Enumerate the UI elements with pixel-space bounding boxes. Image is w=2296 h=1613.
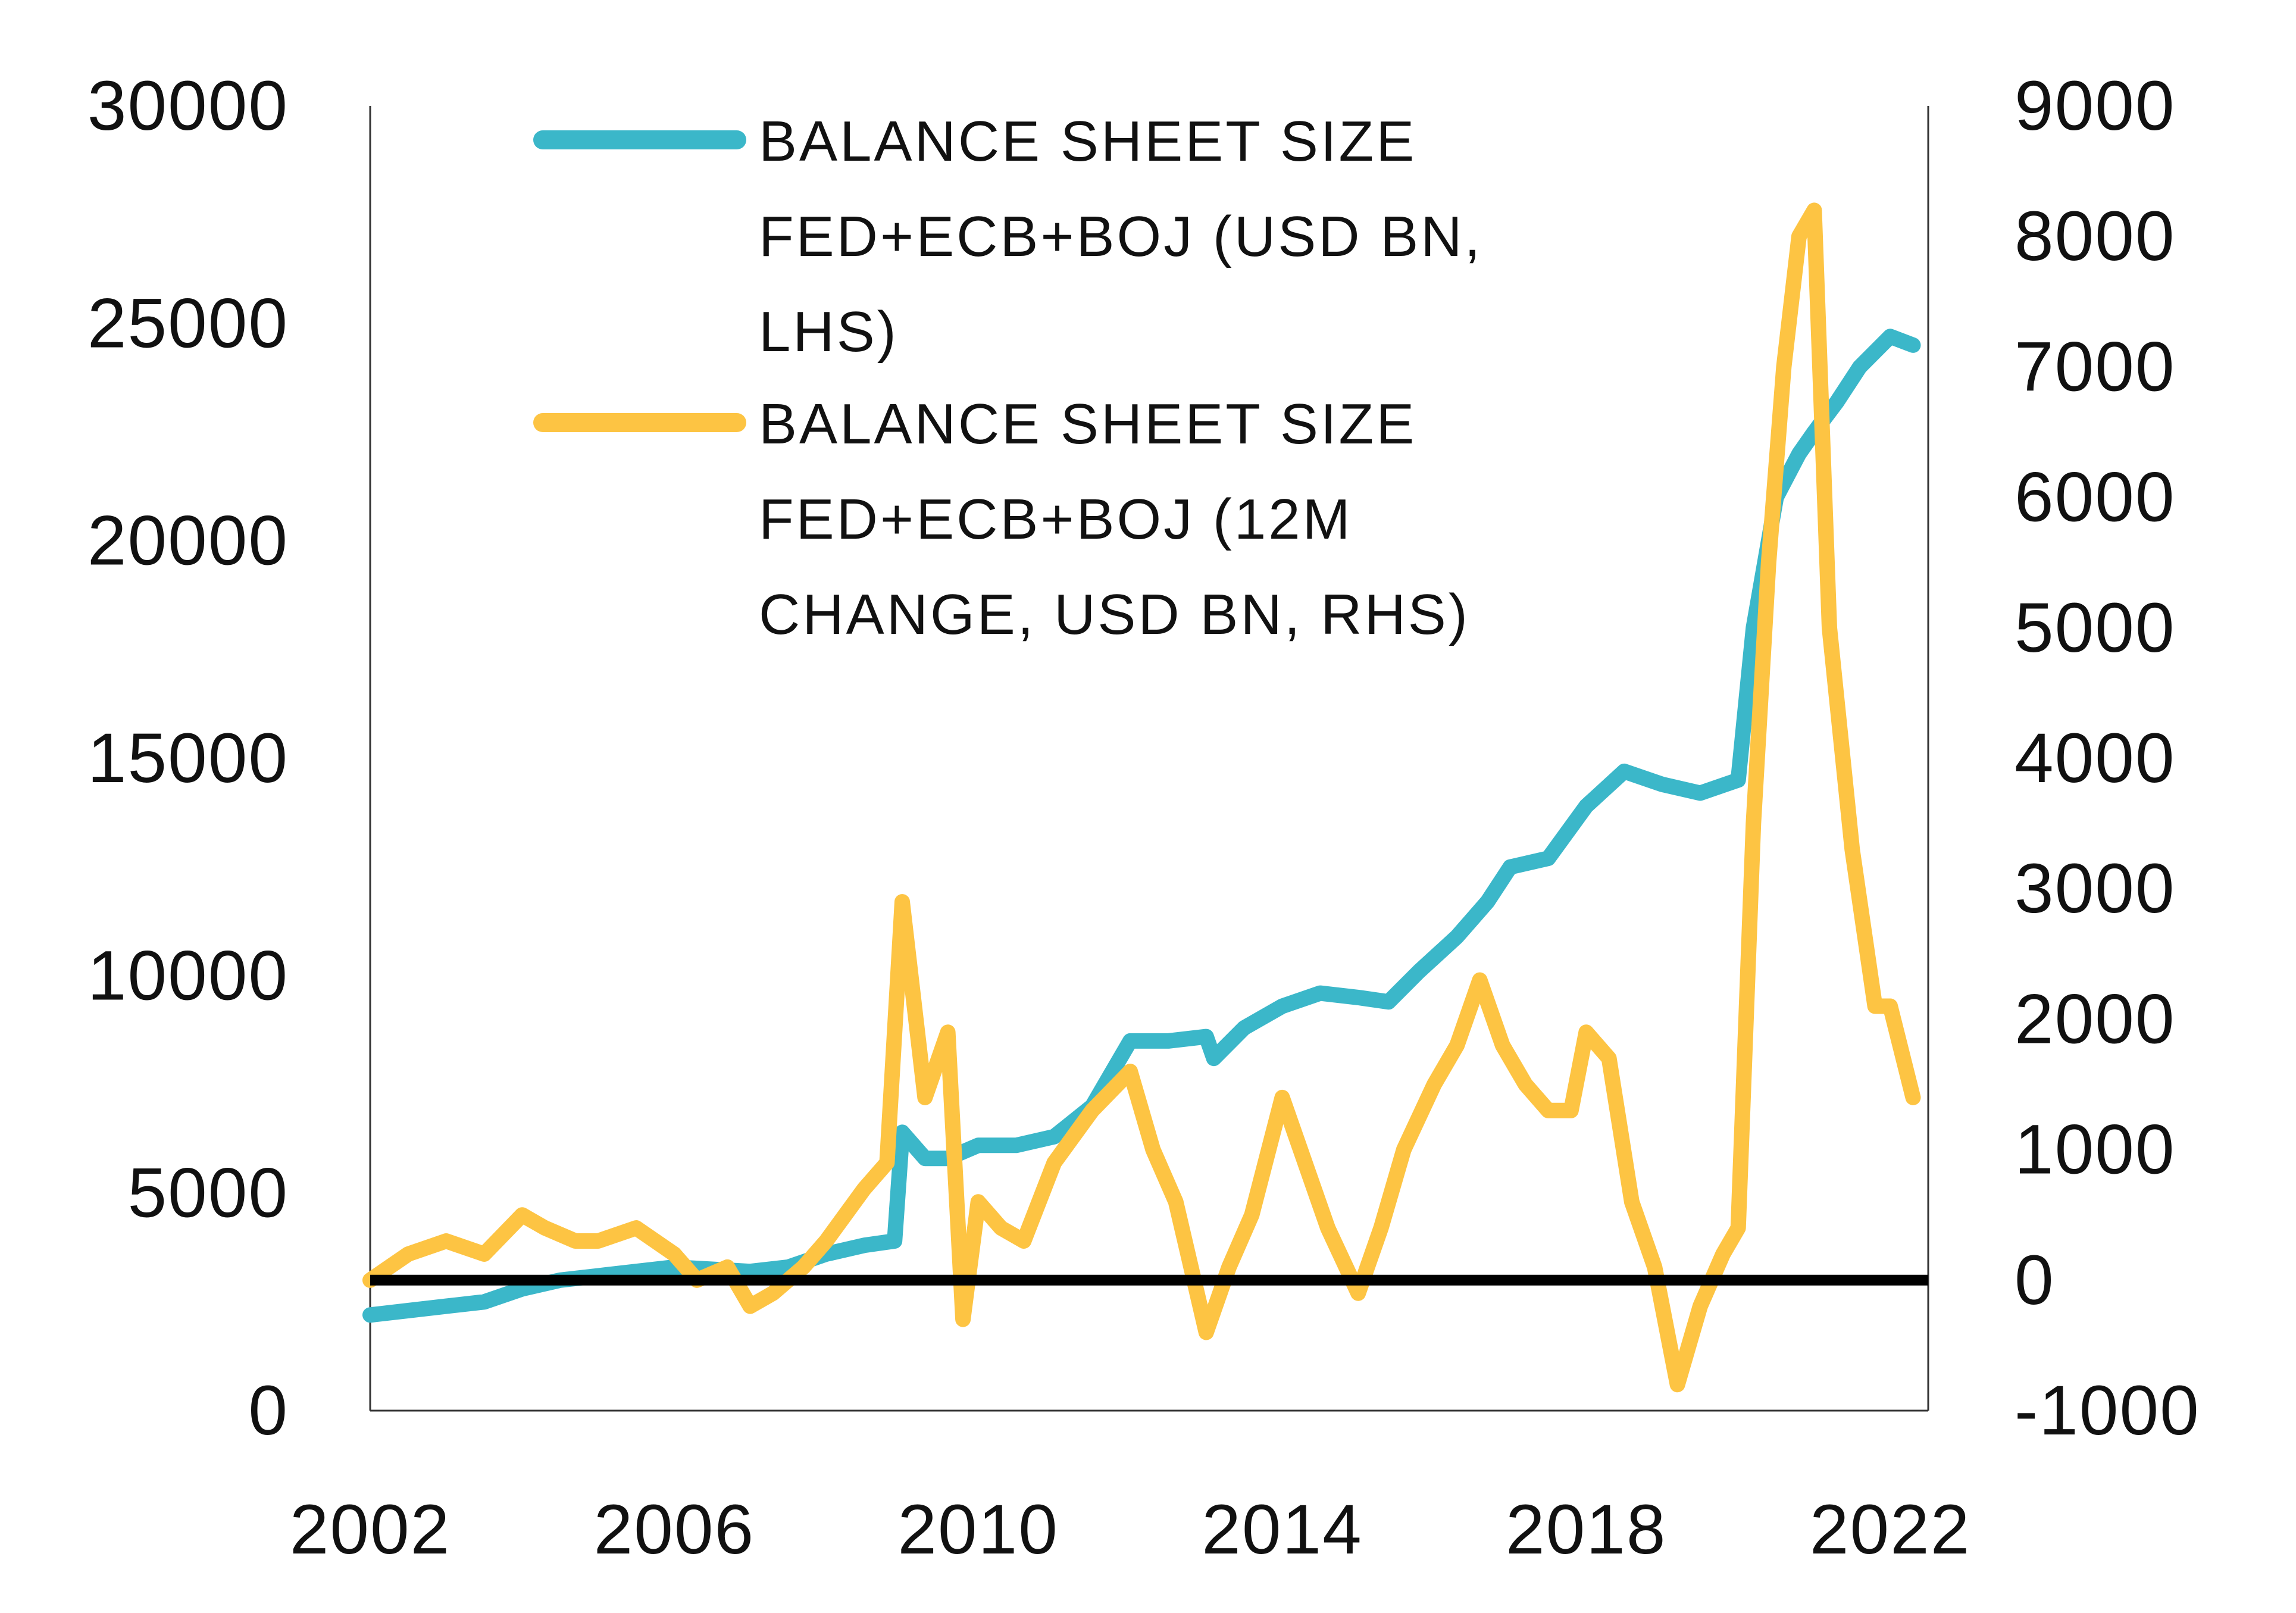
legend-label: FED+ECB+BOJ (12M	[759, 487, 1353, 551]
right-y-tick-labels: -1000 0 1000 2000 3000 4000 5000 6000 7000 8000 90…	[2015, 67, 2200, 1450]
right-y-tick-label: 5000	[2015, 589, 2176, 667]
balance-sheet-change-line	[362, 202, 1921, 1393]
right-y-tick-label: 3000	[2015, 849, 2176, 928]
axes-group	[369, 106, 1929, 1412]
series-layer	[362, 202, 1921, 1393]
left-y-tick-label: 15000	[87, 719, 289, 798]
right-y-tick-label: 7000	[2015, 327, 2176, 406]
left-y-tick-label: 25000	[87, 284, 289, 362]
right-y-tick-label: 8000	[2015, 197, 2176, 276]
right-y-tick-label: 1000	[2015, 1111, 2176, 1189]
legend-label: FED+ECB+BOJ (USD BN,	[759, 205, 1482, 268]
legend: BALANCE SHEET SIZE FED+ECB+BOJ (USD BN, LH…	[533, 110, 1482, 646]
right-y-tick-label: 0	[2015, 1241, 2055, 1320]
x-tick-labels: 2002 2006 2010 2014 2018 2022	[290, 1490, 1971, 1569]
x-tick-label: 2018	[1506, 1490, 1667, 1569]
left-y-tick-label: 5000	[127, 1154, 289, 1233]
legend-label: BALANCE SHEET SIZE	[759, 392, 1416, 456]
left-y-tick-label: 0	[248, 1371, 289, 1450]
x-tick-label: 2022	[1810, 1490, 1971, 1569]
x-tick-label: 2006	[594, 1490, 755, 1569]
right-y-tick-label: 6000	[2015, 458, 2176, 537]
legend-label: BALANCE SHEET SIZE	[759, 110, 1416, 173]
left-y-tick-label: 30000	[87, 67, 289, 145]
balance-sheet-size-line	[362, 329, 1921, 1323]
left-y-tick-label: 20000	[87, 502, 289, 580]
legend-label: CHANGE, USD BN, RHS)	[759, 583, 1470, 646]
x-tick-label: 2002	[290, 1490, 451, 1569]
legend-label: LHS)	[759, 300, 899, 364]
right-y-tick-label: 2000	[2015, 980, 2176, 1058]
right-y-tick-label: -1000	[2015, 1371, 2200, 1450]
right-y-tick-label: 9000	[2015, 67, 2176, 145]
x-tick-label: 2014	[1202, 1490, 1363, 1569]
x-tick-label: 2010	[897, 1490, 1059, 1569]
left-y-tick-label: 10000	[87, 936, 289, 1015]
right-y-tick-label: 4000	[2015, 719, 2176, 798]
left-y-tick-labels: 0 5000 10000 15000 20000 25000 30000	[87, 67, 289, 1450]
